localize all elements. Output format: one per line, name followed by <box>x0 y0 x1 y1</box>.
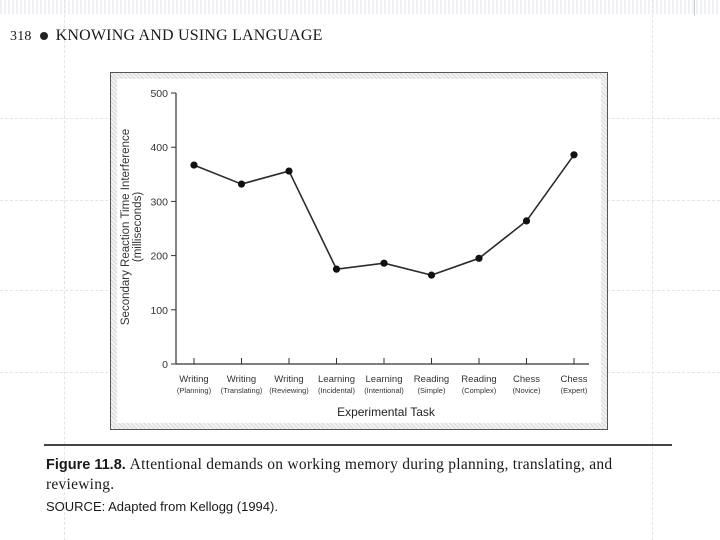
series-line <box>193 154 575 276</box>
x-tick-sublabel: (Novice) <box>513 386 541 395</box>
data-point <box>522 217 531 225</box>
y-tick-label: 400 <box>150 142 168 154</box>
figure-label: Figure 11.8. <box>46 457 126 473</box>
x-tick-label: Learning <box>318 374 355 385</box>
data-point <box>380 259 388 267</box>
chart-panel: 0 100 200 300 400 500 Secondary Reaction Time … <box>117 79 601 423</box>
data-point <box>190 161 198 169</box>
x-axis-title: Experimental Task <box>337 405 436 419</box>
x-tick-label: Learning <box>366 374 403 385</box>
running-head: 318 KNOWING AND USING LANGUAGE <box>10 27 323 45</box>
page-number: 318 <box>10 29 32 44</box>
x-tick-label: Reading <box>461 374 496 385</box>
corner-mark <box>694 0 695 16</box>
top-decorative-band <box>0 0 720 14</box>
x-tick-label: Writing <box>274 374 303 385</box>
data-point <box>237 180 246 188</box>
guide-line <box>64 0 65 540</box>
data-point <box>332 265 341 273</box>
y-axis-units: (milliseconds) <box>132 192 144 262</box>
x-tick-label: Reading <box>414 374 449 385</box>
chart-frame: 0 100 200 300 400 500 Secondary Reaction Time … <box>110 72 608 430</box>
x-tick-sublabel: (Planning) <box>177 386 212 395</box>
caption-rule <box>44 444 672 446</box>
data-point <box>475 254 483 262</box>
x-tick-sublabel: (Intentional) <box>364 386 404 395</box>
data-point <box>427 271 436 279</box>
bullet-icon <box>39 31 48 40</box>
line-chart: 0 100 200 300 400 500 Secondary Reaction Time … <box>120 88 589 419</box>
y-tick-label: 100 <box>150 305 168 317</box>
running-head-title: KNOWING AND USING LANGUAGE <box>55 27 323 44</box>
x-tick-label: Chess <box>513 374 540 385</box>
x-tick-label: Writing <box>179 374 208 385</box>
data-point <box>285 167 293 175</box>
x-tick-sublabel: (Simple) <box>418 386 446 395</box>
y-tick-label: 300 <box>150 196 168 208</box>
x-tick-sublabel: (Translating) <box>221 386 263 395</box>
guide-line <box>652 0 653 540</box>
x-tick-label: Chess <box>561 374 588 385</box>
figure-caption-text: Attentional demands on working memory du… <box>46 456 613 493</box>
y-axis-title: Secondary Reaction Time Interference <box>120 129 132 325</box>
x-tick-sublabel: (Incidental) <box>318 386 356 395</box>
y-tick-label: 0 <box>162 359 168 371</box>
x-tick-sublabel: (Expert) <box>561 386 588 395</box>
figure-caption: Figure 11.8. Attentional demands on work… <box>46 455 678 494</box>
data-point <box>570 151 578 159</box>
y-tick-label: 500 <box>150 88 168 100</box>
figure-source: SOURCE: Adapted from Kellogg (1994). <box>46 499 278 514</box>
y-tick-label: 200 <box>150 251 168 263</box>
x-tick-sublabel: (Complex) <box>462 386 497 395</box>
x-tick-label: Writing <box>227 374 256 385</box>
x-tick-sublabel: (Reviewing) <box>269 386 309 395</box>
